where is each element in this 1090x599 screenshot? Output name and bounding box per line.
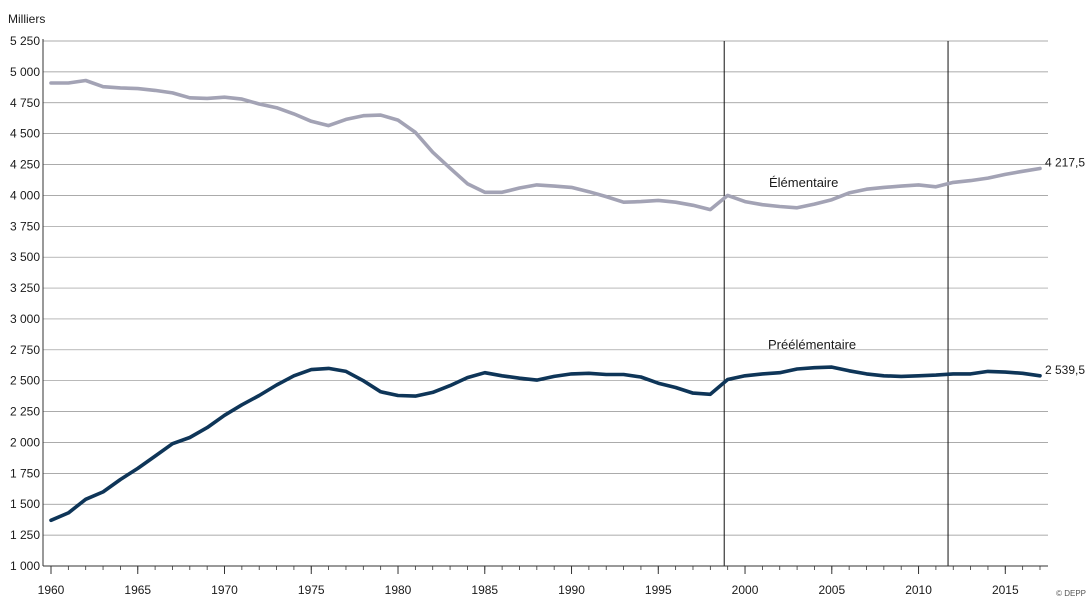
y-tick-label: 3 250 [10, 281, 40, 295]
y-tick-label: 5 250 [10, 34, 40, 48]
y-tick-label: 4 000 [10, 188, 40, 202]
series-end-value-label: 4 217,5 [1045, 156, 1085, 170]
y-tick-label: 5 000 [10, 65, 40, 79]
x-tick-label: 1995 [645, 583, 672, 597]
x-tick-label: 1990 [558, 583, 585, 597]
series-line-preelementaire [49, 365, 1042, 523]
credit-text: © DEPP [1056, 589, 1086, 598]
y-tick-label: 2 000 [10, 435, 40, 449]
y-axis: Milliers 1 000 1 250 1 500 1 750 2 000 2 250 2… [8, 12, 45, 573]
y-tick-label: 1 750 [10, 466, 40, 480]
x-tick-label: 1965 [124, 583, 151, 597]
series-lines [49, 78, 1042, 523]
y-tick-label: 4 500 [10, 127, 40, 141]
y-tick-label: 2 500 [10, 374, 40, 388]
x-tick-label: 1985 [471, 583, 498, 597]
series-name-label: Élémentaire [769, 175, 838, 190]
y-tick-label: 3 750 [10, 219, 40, 233]
y-tick-label: 2 750 [10, 343, 40, 357]
y-tick-label: 1 500 [10, 497, 40, 511]
x-tick-label: 1960 [38, 583, 65, 597]
x-tick-label: 1980 [385, 583, 412, 597]
x-tick-label: 2010 [905, 583, 932, 597]
x-tick-label: 2000 [732, 583, 759, 597]
y-tick-label: 3 000 [10, 312, 40, 326]
y-tick-label: 4 250 [10, 158, 40, 172]
y-tick-label: 3 500 [10, 250, 40, 264]
y-tick-label: 2 250 [10, 405, 40, 419]
y-tick-label: 4 750 [10, 96, 40, 110]
y-tick-label: 1 000 [10, 559, 40, 573]
vertical-markers [723, 41, 949, 566]
gridlines [43, 40, 1048, 536]
series-end-value-label: 2 539,5 [1045, 363, 1085, 377]
x-tick-label: 1975 [298, 583, 325, 597]
x-tick-label: 1970 [211, 583, 238, 597]
y-axis-unit-label: Milliers [8, 12, 45, 26]
series-name-label: Préélémentaire [768, 337, 856, 352]
x-axis: 1960 1965 1970 1975 1980 1985 1990 1995 2000 2005… [38, 565, 1048, 597]
x-tick-label: 2005 [818, 583, 845, 597]
series-labels: Élémentaire 4 217,5 Préélémentaire 2 539,5 [768, 156, 1085, 377]
series-line-elementaire [49, 78, 1042, 212]
x-tick-label: 2015 [992, 583, 1019, 597]
y-tick-label: 1 250 [10, 528, 40, 542]
